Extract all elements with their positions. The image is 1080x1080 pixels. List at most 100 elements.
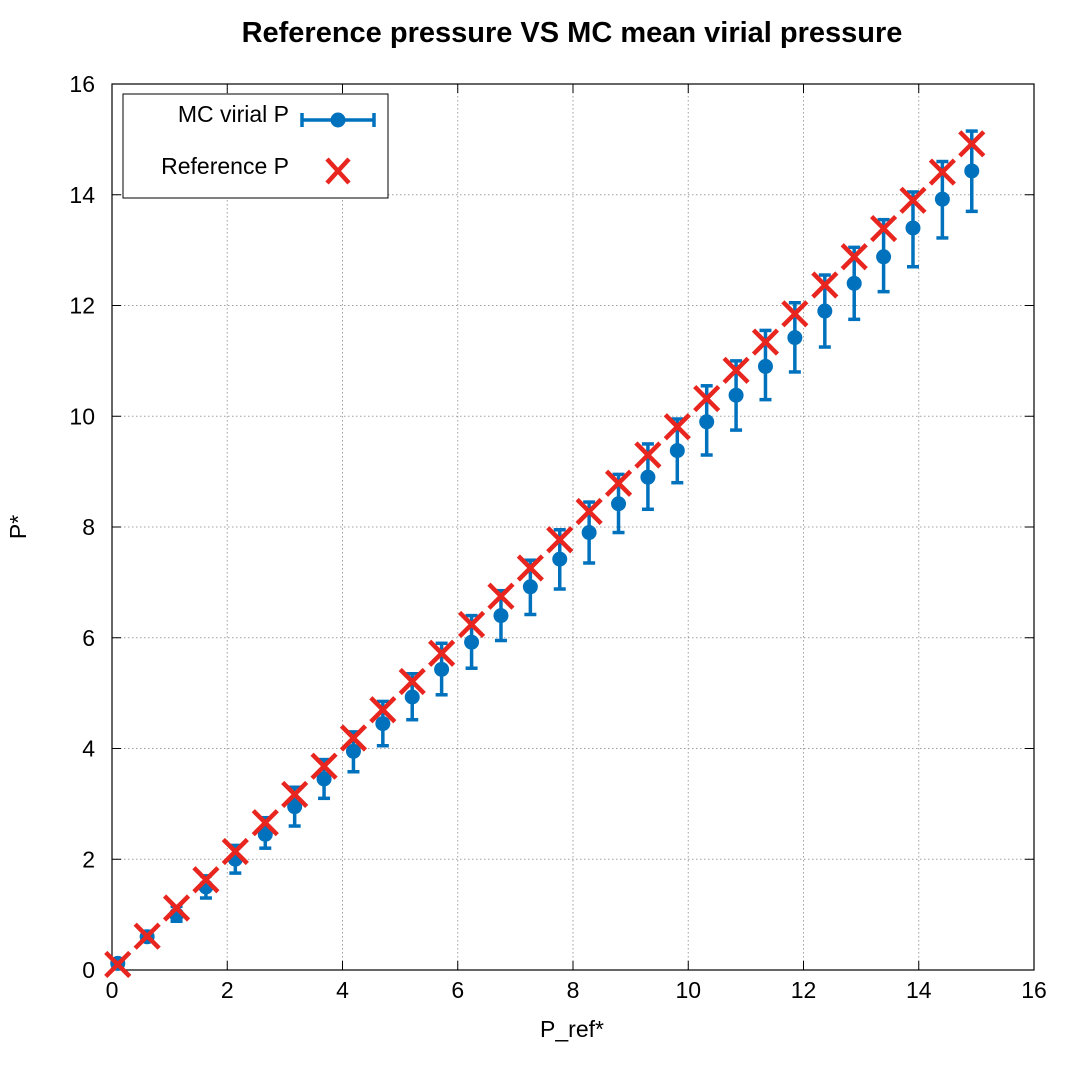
reference-point: [604, 469, 633, 497]
reference-marker-stroke: [428, 639, 456, 667]
reference-point: [310, 752, 338, 780]
reference-point: [133, 922, 161, 950]
reference-marker-stroke: [811, 271, 839, 299]
axis-ticks: 0 2 4 6 8 10 12 14 16 0 2 4 6 8 10 12 14 16: [69, 71, 1046, 1003]
reference-marker-stroke: [928, 158, 956, 186]
mc-virial-marker: [817, 303, 833, 319]
reference-point: [398, 667, 426, 696]
reference-marker-stroke: [781, 300, 809, 328]
mc-virial-marker: [581, 525, 597, 541]
mc-virial-point: [846, 245, 862, 322]
reference-point: [663, 413, 691, 441]
reference-marker-stroke: [104, 950, 132, 979]
mc-virial-marker: [611, 496, 627, 512]
mc-virial-marker: [934, 191, 950, 207]
x-tick-label: 16: [1021, 977, 1047, 1003]
mc-virial-marker: [640, 469, 656, 485]
reference-point: [840, 243, 868, 271]
reference-point: [781, 300, 809, 328]
reference-point: [870, 214, 898, 243]
x-tick-label: 14: [906, 977, 932, 1003]
reference-point: [251, 809, 279, 837]
reference-marker-stroke: [133, 922, 161, 950]
legend-marker-reference: [325, 157, 351, 185]
x-tick-label: 6: [451, 977, 464, 1003]
reference-point: [457, 610, 486, 639]
reference-marker-stroke: [663, 413, 691, 441]
gridlines: [112, 84, 1034, 970]
x-tick-label: 12: [791, 977, 817, 1003]
x-tick-label: 8: [567, 977, 580, 1003]
mc-virial-marker: [699, 414, 715, 430]
mc-virial-point: [787, 300, 803, 374]
reference-marker-stroke: [516, 554, 544, 582]
mc-virial-marker: [257, 826, 273, 842]
y-tick-label: 16: [69, 71, 95, 97]
reference-marker-stroke: [634, 441, 662, 469]
mc-virial-marker: [757, 358, 773, 374]
mc-virial-marker: [669, 443, 685, 459]
reference-marker-stroke: [221, 837, 249, 866]
reference-marker-stroke: [575, 497, 603, 526]
reference-marker-stroke: [251, 809, 279, 837]
reference-point: [339, 724, 368, 752]
reference-point: [546, 526, 574, 554]
reference-point: [634, 441, 662, 469]
reference-point: [575, 497, 603, 526]
y-axis-label: P*: [5, 515, 31, 539]
legend-label-reference: Reference P: [161, 153, 289, 179]
reference-marker-stroke: [604, 469, 633, 497]
series-layer: [104, 129, 986, 979]
reference-point: [487, 582, 515, 610]
mc-virial-marker: [552, 551, 568, 567]
reference-marker-stroke: [693, 384, 721, 413]
mc-virial-marker: [316, 771, 332, 787]
reference-marker-stroke: [339, 724, 368, 752]
reference-point: [899, 186, 927, 214]
y-tick-label: 12: [69, 293, 95, 319]
mc-virial-marker: [464, 634, 480, 650]
reference-point: [162, 894, 191, 922]
mc-virial-marker: [287, 799, 303, 815]
reference-marker-stroke: [398, 667, 426, 696]
reference-point: [751, 328, 780, 356]
x-tick-label: 2: [221, 977, 234, 1003]
y-tick-label: 2: [82, 846, 95, 872]
mc-virial-marker: [846, 275, 862, 291]
y-tick-label: 4: [82, 736, 95, 762]
reference-marker-stroke: [310, 752, 338, 780]
reference-marker-stroke: [722, 356, 750, 384]
legend-label-mc-virial: MC virial P: [178, 101, 289, 127]
reference-marker-stroke: [192, 866, 220, 894]
x-tick-label: 10: [675, 977, 701, 1003]
reference-point: [104, 950, 132, 979]
mc-virial-marker: [345, 743, 361, 759]
mc-virial-marker: [404, 689, 420, 705]
mc-virial-marker: [964, 163, 980, 179]
reference-marker-stroke: [487, 582, 515, 610]
reference-marker-stroke: [870, 214, 898, 243]
mc-virial-marker: [434, 661, 450, 677]
x-tick-label: 4: [336, 977, 349, 1003]
reference-point: [693, 384, 721, 413]
reference-point: [811, 271, 839, 299]
y-tick-label: 0: [82, 957, 95, 983]
legend: MC virial P Reference P: [122, 93, 389, 199]
reference-marker-stroke: [840, 243, 868, 271]
reference-marker-stroke: [899, 186, 927, 214]
chart-title: Reference pressure VS MC mean virial pre…: [242, 17, 903, 49]
mc-virial-marker: [728, 387, 744, 403]
reference-marker-stroke: [281, 780, 309, 809]
mc-virial-marker: [876, 249, 892, 265]
mc-virial-marker: [905, 220, 921, 236]
mc-virial-marker: [375, 716, 391, 732]
reference-marker-stroke: [546, 526, 574, 554]
reference-point: [722, 356, 750, 384]
reference-point: [958, 130, 986, 158]
x-axis-label: P_ref*: [540, 1016, 604, 1042]
y-tick-label: 6: [82, 625, 95, 651]
mc-virial-marker: [522, 579, 538, 595]
reference-marker-stroke: [457, 610, 486, 639]
x-tick-label: 0: [106, 977, 119, 1003]
reference-point: [516, 554, 544, 582]
